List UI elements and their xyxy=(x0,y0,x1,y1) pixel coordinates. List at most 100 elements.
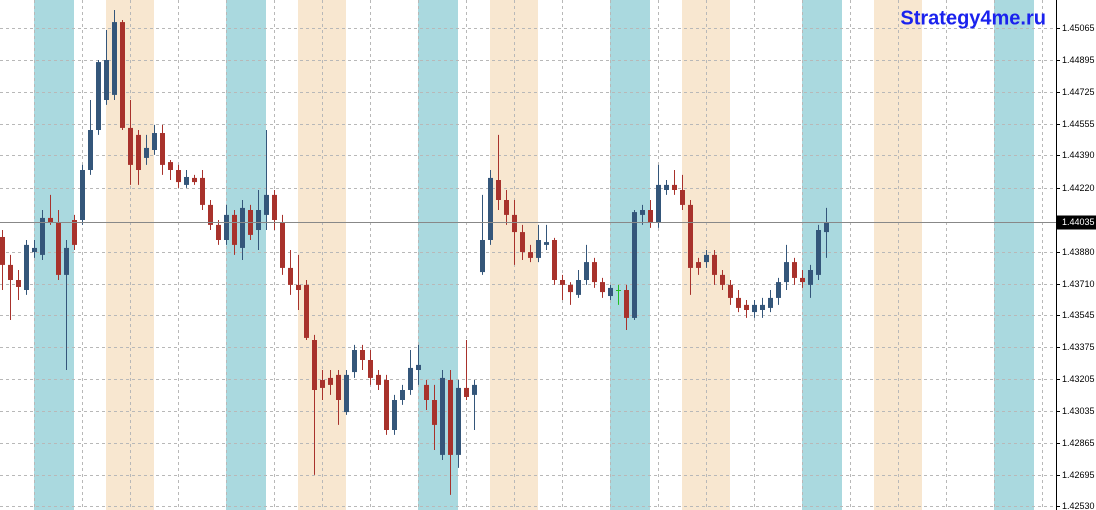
y-tick-label: 1.42865 xyxy=(1062,438,1095,448)
candle-body xyxy=(624,290,629,318)
candle-body xyxy=(648,210,653,223)
y-tick-label: 1.43710 xyxy=(1062,279,1095,289)
candle-body xyxy=(256,210,261,230)
candle-body xyxy=(552,240,557,280)
candle-body xyxy=(488,177,493,240)
y-tick-label: 1.43205 xyxy=(1062,374,1095,384)
candle-body xyxy=(176,170,181,183)
y-tick-label: 1.44725 xyxy=(1062,87,1095,97)
candle-body xyxy=(184,176,189,185)
candle-body xyxy=(136,134,141,170)
candle-body xyxy=(232,214,237,245)
candle-body xyxy=(88,130,93,170)
candle-body xyxy=(360,350,365,360)
watermark-title: Strategy4me.ru xyxy=(900,7,1046,29)
candle-body xyxy=(328,377,333,385)
candle-body xyxy=(72,220,77,245)
candle-body xyxy=(712,254,717,275)
candle-body xyxy=(112,22,117,95)
candles xyxy=(0,10,1056,495)
candle-body xyxy=(600,282,605,293)
candle-body xyxy=(384,380,389,430)
candle-body xyxy=(216,224,221,240)
candle-body xyxy=(272,194,277,220)
candle-body xyxy=(728,284,733,298)
session-band xyxy=(610,0,650,510)
y-tick-label: 1.43375 xyxy=(1062,342,1095,352)
candle-body xyxy=(464,387,469,397)
candle-body xyxy=(368,360,373,378)
candle-body xyxy=(240,207,245,248)
candle-body xyxy=(592,262,597,283)
candle-body xyxy=(672,184,677,190)
candle-body xyxy=(744,304,749,310)
candle-body xyxy=(424,384,429,400)
candle-body xyxy=(96,62,101,130)
grid xyxy=(0,0,1056,510)
candle-body xyxy=(448,380,453,455)
candle-body xyxy=(472,384,477,395)
candle-body xyxy=(792,262,797,278)
candle-body xyxy=(824,222,829,233)
candle-body xyxy=(376,374,381,385)
candle-body xyxy=(432,400,437,425)
candle-body xyxy=(144,147,149,158)
candle-body xyxy=(680,190,685,205)
candle-body xyxy=(720,274,725,285)
candle-body xyxy=(104,60,109,100)
candle-body xyxy=(32,247,37,253)
candle-body xyxy=(456,387,461,455)
candle-body xyxy=(392,400,397,430)
y-tick-label: 1.45065 xyxy=(1062,23,1095,33)
candle-body xyxy=(56,222,61,275)
candle-body xyxy=(688,204,693,268)
candle-body xyxy=(800,277,805,283)
candle-body xyxy=(296,284,301,290)
session-band xyxy=(802,0,842,510)
candle-body xyxy=(152,133,157,150)
y-tick-label: 1.42530 xyxy=(1062,501,1095,510)
candle-body xyxy=(784,262,789,283)
candle-body xyxy=(8,264,13,280)
candle-body xyxy=(40,217,45,255)
candle-body xyxy=(288,267,293,285)
candle-body xyxy=(344,374,349,413)
candle-body xyxy=(664,184,669,190)
candle-body xyxy=(608,287,613,297)
price-axis-bg xyxy=(1056,0,1096,510)
candle-body xyxy=(200,177,205,205)
candle-body xyxy=(224,214,229,240)
candle-body xyxy=(656,184,661,223)
candle-body xyxy=(752,304,757,313)
candle-body xyxy=(512,214,517,233)
candle-body xyxy=(128,127,133,165)
candle-body xyxy=(576,280,581,295)
candle-body xyxy=(16,280,21,287)
candle-body xyxy=(440,377,445,455)
candle-body xyxy=(160,133,165,165)
current-price-box xyxy=(1057,215,1096,230)
y-tick-label: 1.44390 xyxy=(1062,150,1095,160)
candle-body xyxy=(120,22,125,128)
y-tick-label: 1.43880 xyxy=(1062,247,1095,257)
candle-body xyxy=(408,367,413,390)
candle-body xyxy=(312,340,317,390)
candle-body xyxy=(704,254,709,263)
candle-body xyxy=(520,232,525,253)
candle-body xyxy=(760,304,765,310)
candle-body xyxy=(584,262,589,280)
candle-body xyxy=(776,282,781,298)
candle-body xyxy=(336,374,341,400)
current-price-label: 1.44035 xyxy=(1062,217,1095,227)
candle-body xyxy=(64,247,69,275)
candle-body xyxy=(632,212,637,318)
candle-body xyxy=(416,364,421,370)
candle-body xyxy=(808,270,813,285)
candle-body xyxy=(320,380,325,388)
candle-body xyxy=(536,240,541,258)
y-tick-label: 1.44555 xyxy=(1062,119,1095,129)
session-band xyxy=(994,0,1034,510)
session-bands xyxy=(34,0,1034,510)
candle-body xyxy=(304,284,309,338)
